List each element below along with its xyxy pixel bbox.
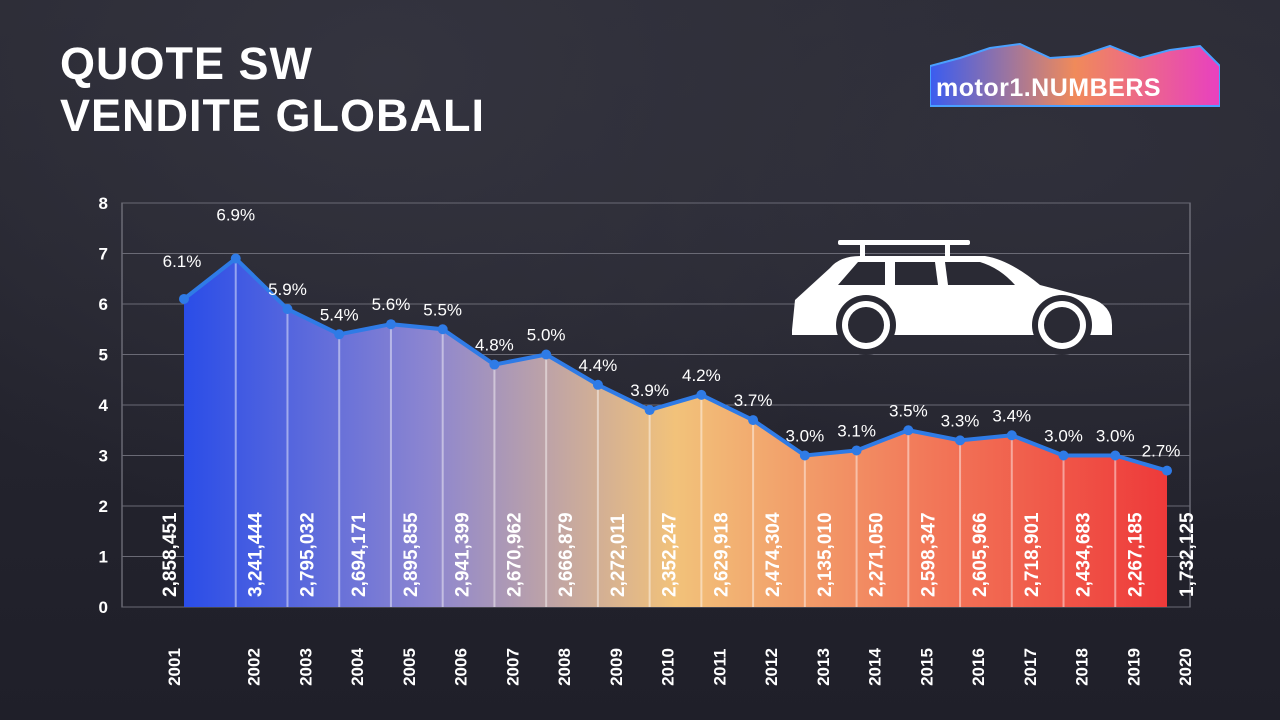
y-tick-label: 8 [99, 194, 108, 213]
data-point [437, 324, 448, 335]
share-label: 3.7% [734, 391, 773, 410]
y-tick-label: 2 [99, 497, 108, 516]
x-tick-label: 2004 [348, 648, 367, 686]
share-line [182, 255, 1168, 473]
data-point [489, 359, 500, 370]
data-point [230, 253, 241, 264]
share-label: 6.1% [163, 252, 202, 271]
y-tick-label: 1 [99, 548, 108, 567]
x-tick-label: 2013 [814, 648, 833, 686]
data-point [592, 379, 603, 390]
data-point [282, 304, 293, 315]
title-line-1: QUOTE SW [60, 38, 313, 89]
sales-label: 2,694,171 [349, 512, 370, 597]
data-point [955, 435, 966, 446]
data-point [696, 389, 707, 400]
sales-label: 1,732,125 [1177, 512, 1198, 597]
x-tick-label: 2008 [555, 648, 574, 686]
y-tick-label: 4 [99, 396, 109, 415]
x-tick-label: 2018 [1073, 648, 1092, 686]
share-label: 4.4% [579, 356, 618, 375]
sales-label: 2,670,962 [504, 512, 525, 597]
data-point [851, 445, 862, 456]
sales-label: 2,895,855 [401, 512, 422, 597]
share-label: 5.5% [423, 300, 462, 319]
data-point [799, 450, 810, 461]
share-label: 3.0% [1044, 427, 1083, 446]
x-tick-label: 2006 [452, 648, 471, 686]
y-tick-label: 5 [99, 346, 108, 365]
data-point [1006, 430, 1017, 441]
sales-label: 2,352,247 [660, 512, 681, 597]
sales-label: 2,135,010 [815, 512, 836, 597]
x-tick-label: 2017 [1021, 648, 1040, 686]
data-point [748, 415, 759, 426]
data-point [1110, 450, 1121, 461]
data-point [644, 405, 655, 416]
share-label: 3.4% [992, 406, 1031, 425]
share-label: 3.5% [889, 401, 928, 420]
sales-label: 2,795,032 [297, 512, 318, 597]
sales-label: 2,605,966 [970, 512, 991, 597]
x-tick-label: 2016 [969, 648, 988, 686]
x-tick-label: 2005 [400, 648, 419, 686]
station-wagon-car-icon [792, 240, 1112, 355]
y-tick-label: 7 [99, 245, 108, 264]
sales-label: 2,267,185 [1125, 512, 1146, 597]
share-label: 3.0% [785, 427, 824, 446]
x-tick-label: 2019 [1124, 648, 1143, 686]
share-label: 4.8% [475, 336, 514, 355]
x-tick-label: 2001 [165, 648, 184, 686]
page-title: QUOTE SW VENDITE GLOBALI [60, 38, 485, 142]
y-tick-label: 6 [99, 295, 108, 314]
share-label: 5.0% [527, 326, 566, 345]
sales-label: 2,629,918 [711, 512, 732, 597]
sales-label: 2,598,347 [918, 512, 939, 597]
share-label: 5.4% [320, 305, 359, 324]
sales-label: 3,241,444 [246, 512, 267, 597]
share-label: 6.9% [216, 206, 255, 225]
data-point [179, 293, 189, 304]
x-tick-label: 2010 [659, 648, 678, 686]
logo-text: motor1.NUMBERS [936, 74, 1162, 102]
x-tick-label: 2003 [296, 648, 315, 686]
share-label: 3.9% [630, 381, 669, 400]
data-point [385, 319, 396, 330]
share-label: 2.7% [1142, 442, 1181, 461]
share-label: 5.9% [268, 280, 307, 299]
share-label: 3.3% [941, 411, 980, 430]
sales-label: 2,666,879 [556, 512, 577, 597]
area-fill [184, 258, 1167, 607]
data-point [1058, 450, 1069, 461]
x-tick-label: 2007 [503, 648, 522, 686]
sales-label: 2,941,399 [453, 512, 474, 597]
data-point [334, 329, 345, 340]
x-tick-label: 2002 [245, 648, 264, 686]
share-label: 3.0% [1096, 427, 1135, 446]
sales-label: 2,858,451 [160, 512, 181, 597]
share-label: 5.6% [372, 295, 411, 314]
share-label: 3.1% [837, 421, 876, 440]
sales-label: 2,434,683 [1074, 512, 1095, 597]
x-tick-label: 2014 [866, 648, 885, 686]
data-point [541, 349, 552, 360]
sales-label: 2,271,050 [867, 512, 888, 597]
title-line-2: VENDITE GLOBALI [60, 90, 486, 141]
x-tick-label: 2015 [917, 648, 936, 686]
y-tick-label: 0 [99, 598, 108, 617]
sales-label: 2,272,011 [608, 513, 629, 597]
sales-label: 2,718,901 [1022, 512, 1043, 597]
data-point [1162, 465, 1172, 476]
x-tick-label: 2011 [710, 649, 729, 686]
sales-label: 2,474,304 [763, 512, 784, 597]
x-tick-label: 2020 [1176, 648, 1195, 686]
motor1-numbers-logo: motor1.NUMBERS [929, 36, 1221, 108]
x-tick-label: 2012 [762, 648, 781, 686]
x-tick-label: 2009 [607, 648, 626, 686]
data-point [903, 425, 914, 436]
y-tick-label: 3 [99, 447, 108, 466]
share-label: 4.2% [682, 366, 721, 385]
